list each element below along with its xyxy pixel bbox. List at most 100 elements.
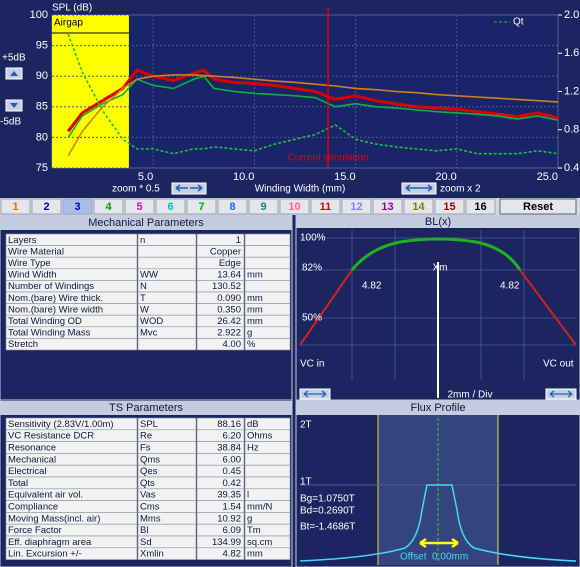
flux-label: Bg=1.0750T xyxy=(300,494,355,505)
cell-text: 4.82 xyxy=(223,549,242,560)
tab[interactable] xyxy=(403,198,434,215)
cell-text: 0.45 xyxy=(223,466,242,477)
tab[interactable] xyxy=(93,198,124,215)
up-label: +5dB xyxy=(2,53,26,64)
down-label: -5dB xyxy=(0,117,21,128)
tab[interactable] xyxy=(279,198,310,215)
cell-text: Fs xyxy=(140,443,151,454)
cell-text: 6.09 xyxy=(223,525,242,536)
legend-label: Qt xyxy=(513,17,524,28)
cell-text: Bl xyxy=(140,525,148,536)
cell-text: Edge xyxy=(219,258,241,269)
tab-label: 10 xyxy=(288,201,300,213)
tab-label: 11 xyxy=(320,201,332,213)
bl-curve-left xyxy=(299,269,353,346)
cell-text: Wire Type xyxy=(8,258,51,269)
ts-title-bar xyxy=(0,401,292,415)
reset-button[interactable] xyxy=(499,198,577,215)
up-icon xyxy=(10,71,18,76)
x-tick-label: 20.0 xyxy=(435,171,456,183)
cell-text: sq.cm xyxy=(247,537,272,548)
tab-label: 16 xyxy=(474,201,486,213)
cell-text: 88.16 xyxy=(217,419,241,430)
y2-tick-label: 0.8 xyxy=(564,124,579,136)
cell-text: mm xyxy=(247,549,263,560)
cell-text: mm xyxy=(247,293,263,304)
tab-label: 5 xyxy=(136,201,142,213)
cell-text: 2.922 xyxy=(217,328,241,339)
zoom-out-icon xyxy=(175,184,203,192)
series-line xyxy=(67,75,559,138)
tab-label: 1 xyxy=(12,201,18,213)
cell-text: Number of Windings xyxy=(8,281,94,292)
tab[interactable] xyxy=(310,198,341,215)
cell-text: Nom.(bare) Wire thick. xyxy=(8,293,103,304)
tab[interactable] xyxy=(62,198,93,215)
cell xyxy=(244,547,291,560)
cell-text: T xyxy=(140,293,146,304)
cell-text: 0.42 xyxy=(223,478,242,489)
mechanical-title: Mechanical Parameters xyxy=(88,217,204,229)
y-tick-label: 80 xyxy=(36,131,48,143)
series-line xyxy=(67,74,559,157)
bl-right-icon xyxy=(549,390,573,398)
tab[interactable] xyxy=(465,198,496,215)
flux-title: Flux Profile xyxy=(410,402,465,414)
zoom-in-label: zoom x 2 xyxy=(440,184,481,195)
cell xyxy=(137,233,197,246)
tab[interactable] xyxy=(248,198,279,215)
cell-text: WOD xyxy=(140,316,163,327)
cell-text: Mechanical xyxy=(8,454,56,465)
x-tick-label: 10.0 xyxy=(233,171,254,183)
cell-text: Qts xyxy=(140,478,155,489)
tab[interactable] xyxy=(155,198,186,215)
cell-text: Mvc xyxy=(140,328,158,339)
cell-text: 134.99 xyxy=(212,537,241,548)
tab[interactable] xyxy=(341,198,372,215)
tab[interactable] xyxy=(0,198,31,215)
bl-title: BL(x) xyxy=(425,216,451,228)
cell-text: Total Winding OD xyxy=(8,316,82,327)
cell-text: 1.54 xyxy=(223,502,242,513)
y2-tick-label: 1.2 xyxy=(564,85,579,97)
tab-label: 6 xyxy=(167,201,173,213)
cell xyxy=(244,233,291,246)
cell-text: 4.00 xyxy=(223,339,242,350)
cell-text: Qes xyxy=(140,466,158,477)
tab[interactable] xyxy=(217,198,248,215)
cell-text: Hz xyxy=(247,443,259,454)
ts-title: TS Parameters xyxy=(109,402,183,414)
cell-text: Wind Width xyxy=(8,270,57,281)
tab[interactable] xyxy=(372,198,403,215)
tab-label: 13 xyxy=(381,201,393,213)
tab[interactable] xyxy=(186,198,217,215)
y-axis-title: SPL (dB) xyxy=(52,3,92,14)
cell-text: 1 xyxy=(236,235,241,246)
bl-title-bar xyxy=(296,215,580,228)
cell-text: N xyxy=(140,281,147,292)
tab[interactable] xyxy=(31,198,62,215)
cell-text: 38.84 xyxy=(217,443,241,454)
cell-text: Equivalent air vol. xyxy=(8,490,83,501)
cell-text: 130.52 xyxy=(212,281,241,292)
bl-label: 50% xyxy=(302,313,322,324)
tab[interactable] xyxy=(434,198,465,215)
cell xyxy=(244,453,291,466)
y2-tick-label: 0.4 xyxy=(564,162,579,174)
down-icon xyxy=(10,103,18,108)
cell xyxy=(137,245,197,258)
cell-text: 26.42 xyxy=(217,316,241,327)
y2-tick-label: 1.6 xyxy=(564,47,579,59)
cell xyxy=(244,488,291,501)
cell-text: Compliance xyxy=(8,502,58,513)
zoom-out-button[interactable] xyxy=(171,182,207,195)
tab[interactable] xyxy=(124,198,155,215)
cell-text: Ohms xyxy=(247,431,273,442)
tab-label: 7 xyxy=(198,201,204,213)
x-axis-title: Winding Width (mm) xyxy=(255,184,346,195)
flux-curve xyxy=(299,484,577,562)
flux-label: Bd=0.2690T xyxy=(300,506,355,517)
bl-label: 4.82 xyxy=(500,281,520,292)
flux-offset: Offset 0.00mm xyxy=(400,552,468,563)
flux-label: 1T xyxy=(300,477,312,488)
